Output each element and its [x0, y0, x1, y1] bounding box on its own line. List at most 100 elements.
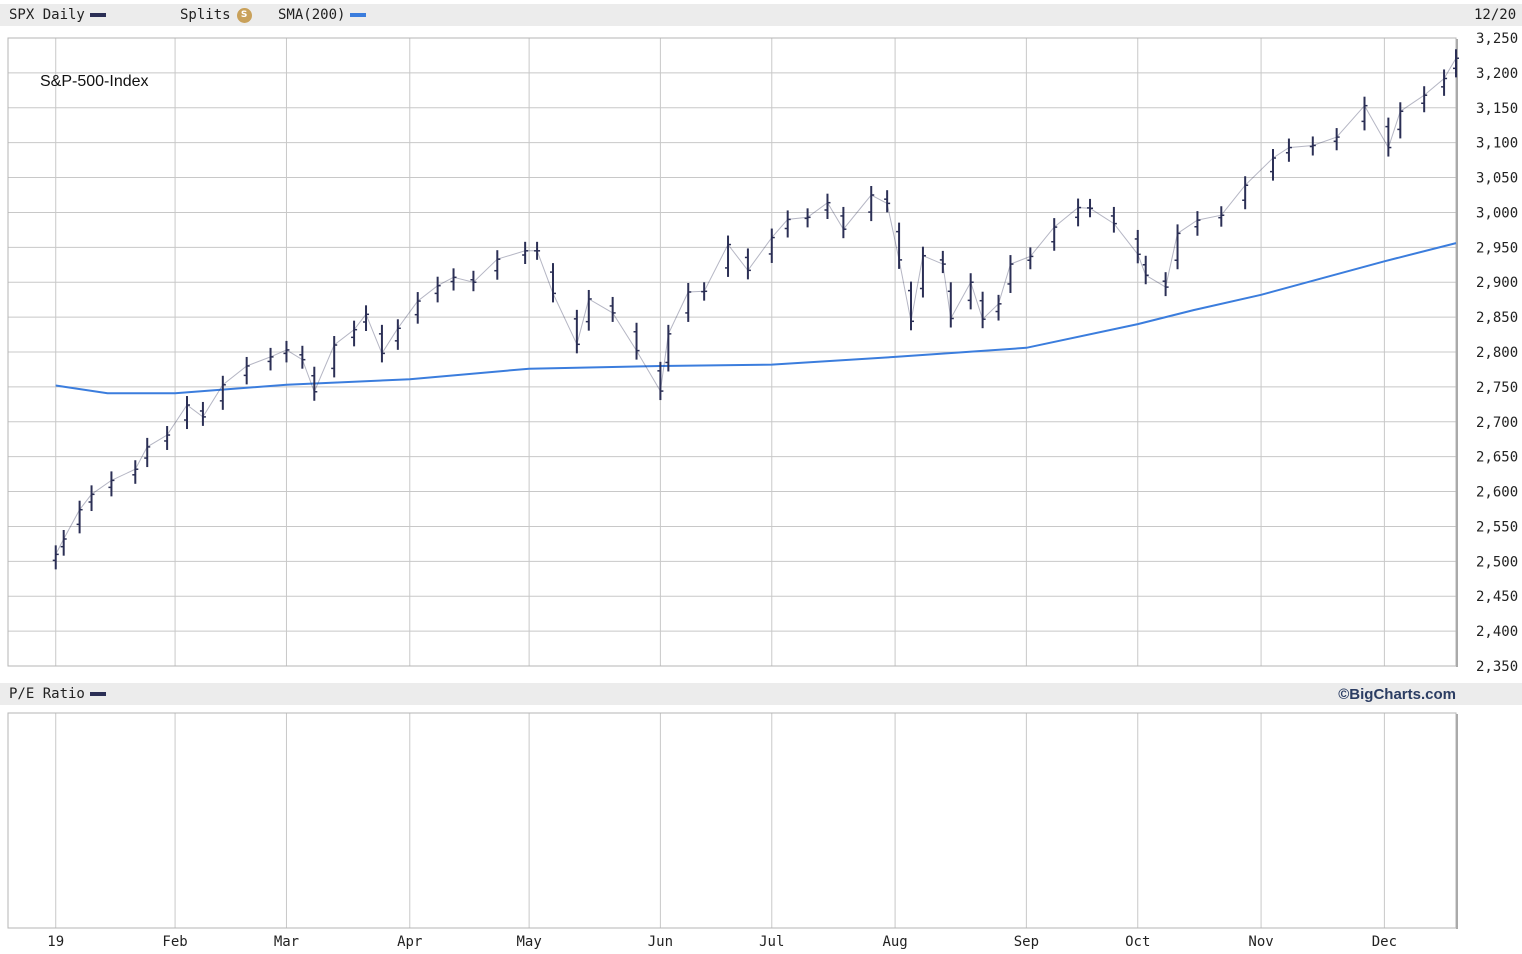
- price-bar: [665, 324, 672, 372]
- price-bar: [434, 276, 441, 303]
- x-axis-labels: 19 Feb Mar Apr May Jun Jul Aug Sep Oct Nov Dec: [47, 934, 1397, 950]
- legend-sma[interactable]: SMA(200): [278, 7, 367, 23]
- price-bar: [1397, 102, 1404, 139]
- y-tick-label: 2,500: [1476, 554, 1518, 570]
- y-tick-label: 2,750: [1476, 380, 1518, 396]
- price-bar: [804, 208, 811, 228]
- price-bar: [60, 530, 67, 556]
- y-tick-label: 2,650: [1476, 450, 1518, 466]
- price-bar: [896, 222, 903, 269]
- legend-spx-swatch: [89, 13, 106, 17]
- price-bar: [549, 263, 556, 303]
- legend-splits[interactable]: Splits S: [180, 7, 252, 23]
- price-bar: [108, 471, 115, 497]
- splits-badge-icon: S: [236, 7, 252, 23]
- legend-pe-label: P/E Ratio: [9, 686, 85, 702]
- price-bar: [1441, 69, 1448, 96]
- price-bar: [52, 545, 59, 570]
- price-bar: [585, 289, 592, 331]
- pe-panel-grid: [55, 713, 1385, 928]
- price-bar: [470, 270, 477, 292]
- price-bar: [76, 500, 83, 534]
- legend-sma-label: SMA(200): [278, 7, 346, 23]
- price-bar: [299, 345, 306, 369]
- price-bar: [164, 426, 171, 450]
- y-tick-label: 2,600: [1476, 485, 1518, 501]
- price-bar: [243, 356, 250, 385]
- price-bar: [1421, 86, 1428, 113]
- price-bar: [88, 485, 95, 512]
- x-tick-label: Dec: [1372, 934, 1397, 950]
- price-bar: [1087, 198, 1094, 218]
- price-bar: [144, 437, 151, 468]
- price-bar: [609, 296, 616, 322]
- price-bar: [219, 375, 226, 410]
- x-tick-label: Sep: [1014, 934, 1039, 950]
- price-bar: [1162, 272, 1169, 297]
- y-tick-label: 3,100: [1476, 136, 1518, 152]
- x-tick-label: Feb: [162, 934, 187, 950]
- y-tick-label: 2,850: [1476, 310, 1518, 326]
- price-bar: [701, 282, 708, 301]
- y-tick-label: 3,000: [1476, 205, 1518, 221]
- spx-close-line: [55, 57, 1457, 555]
- price-bar: [1051, 218, 1058, 251]
- price-bar: [1007, 255, 1014, 293]
- y-tick-label: 3,200: [1476, 66, 1518, 82]
- price-bar: [1453, 49, 1459, 78]
- y-tick-label: 2,400: [1476, 624, 1518, 640]
- pe-panel-frame: [7, 712, 1457, 929]
- price-bar: [868, 186, 875, 222]
- price-bar: [199, 401, 206, 426]
- price-bar: [378, 324, 385, 363]
- chart-legend-bar: SPX Daily Splits S SMA(200): [0, 4, 1522, 26]
- y-tick-label: 2,900: [1476, 275, 1518, 291]
- x-tick-label: Apr: [397, 934, 422, 950]
- price-bar: [657, 361, 664, 401]
- legend-spx[interactable]: SPX Daily: [9, 7, 106, 23]
- chart-title: S&P-500-Index: [40, 73, 149, 90]
- y-tick-label: 2,800: [1476, 345, 1518, 361]
- price-bar: [1361, 96, 1368, 131]
- price-bar: [1110, 206, 1117, 233]
- price-bar: [1309, 136, 1316, 156]
- price-bar: [494, 250, 501, 280]
- y-tick-label: 2,350: [1476, 659, 1518, 675]
- x-tick-label: 19: [47, 934, 64, 950]
- price-bar: [840, 206, 847, 239]
- price-bar: [1027, 247, 1034, 270]
- y-tick-label: 3,050: [1476, 171, 1518, 187]
- price-bar: [768, 228, 775, 263]
- price-bar: [967, 273, 974, 310]
- price-bar: [995, 294, 1002, 321]
- price-bar: [824, 193, 831, 220]
- price-bar: [744, 248, 751, 280]
- price-bar: [1270, 149, 1277, 181]
- price-bar: [884, 190, 891, 213]
- x-tick-label: Oct: [1125, 934, 1150, 950]
- legend-splits-label: Splits: [180, 7, 231, 23]
- price-bar: [184, 396, 191, 430]
- legend-pe[interactable]: P/E Ratio: [9, 686, 106, 702]
- price-bar: [725, 235, 732, 277]
- price-bar: [331, 336, 338, 378]
- price-bar: [363, 305, 370, 331]
- legend-sma-swatch: [350, 13, 367, 17]
- price-bar: [1174, 224, 1181, 270]
- legend-pe-swatch: [89, 692, 106, 696]
- price-bar: [450, 268, 457, 291]
- price-bar: [1333, 128, 1340, 151]
- x-tick-label: Jul: [759, 934, 784, 950]
- price-bar: [351, 320, 358, 347]
- y-axis-labels: 3,250 3,200 3,150 3,100 3,050 3,000 2,950 2,900…: [1476, 31, 1518, 675]
- price-bar: [1285, 138, 1292, 162]
- price-bar: [919, 246, 926, 298]
- x-tick-label: May: [516, 934, 541, 950]
- price-bar: [1142, 255, 1149, 285]
- price-bar: [1385, 117, 1392, 157]
- bigcharts-brand[interactable]: ©BigCharts.com: [1338, 686, 1456, 703]
- x-tick-label: Nov: [1248, 934, 1273, 950]
- price-bars: [52, 49, 1459, 570]
- price-bar: [685, 282, 692, 322]
